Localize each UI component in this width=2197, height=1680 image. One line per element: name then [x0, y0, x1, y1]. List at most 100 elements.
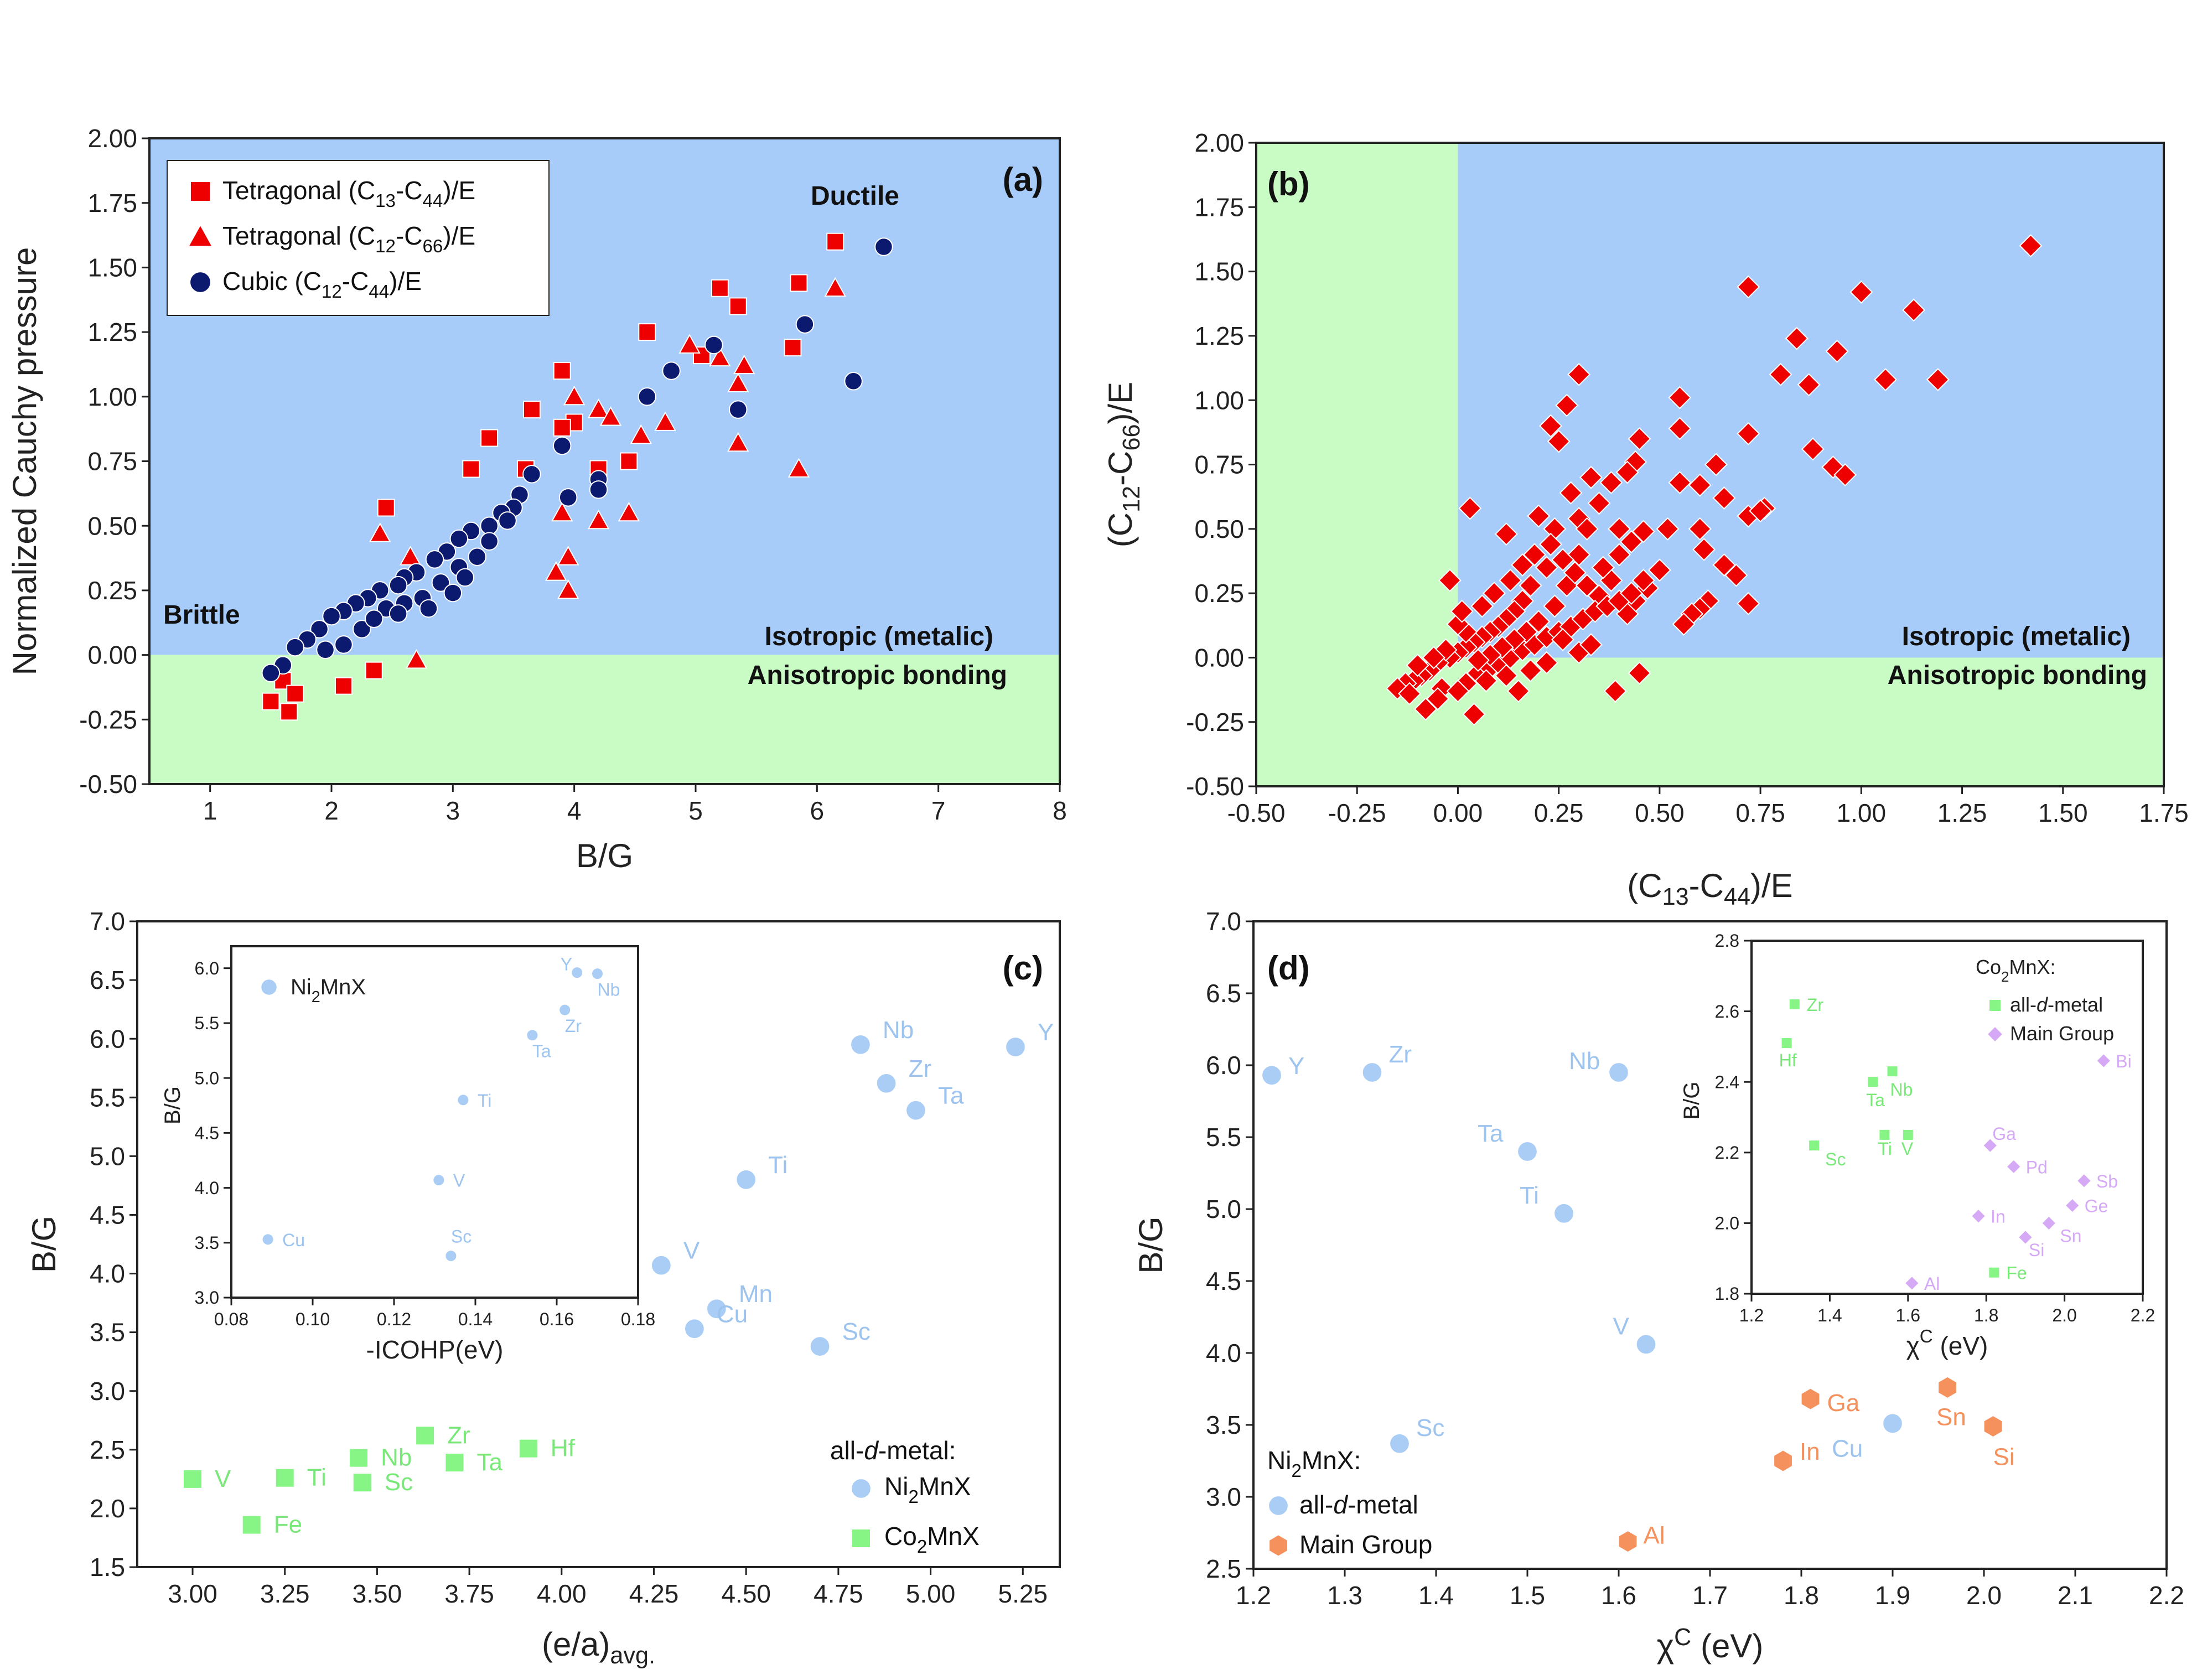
c-x-tick-label: 3.25 — [260, 1579, 310, 1608]
d-x-tick-label: 1.5 — [1510, 1581, 1545, 1610]
data-point-c — [183, 1469, 203, 1489]
panel-b: -0.50 -0.25 0.00 0.25 0.50 0.75 1.00 1.25 1.50 1.… — [1102, 128, 2189, 910]
a-y-axis-label: Normalized Cauchy pressure — [6, 247, 43, 676]
data-point-c — [349, 1448, 369, 1468]
point-label: Ti — [307, 1464, 327, 1491]
inset-point-label: Sn — [2060, 1226, 2081, 1246]
b-y-tick-label: 1.50 — [1194, 257, 1244, 286]
data-point-a-s1 — [399, 546, 422, 566]
data-point-a-s2 — [310, 620, 329, 639]
data-point-c-inset — [432, 1174, 445, 1187]
data-point-a-s2 — [522, 465, 541, 484]
data-point-a-s1 — [654, 411, 676, 431]
c-y-tick-label: 6.0 — [90, 1024, 125, 1053]
data-point-c — [518, 1438, 538, 1459]
data-point-b — [1563, 561, 1587, 584]
data-point-d — [1773, 1449, 1793, 1472]
anisotropic-region — [149, 655, 1060, 784]
d-inset-bg — [1752, 941, 2143, 1294]
data-point-c — [1005, 1036, 1026, 1057]
inset-point-label: Sb — [2096, 1171, 2118, 1191]
data-point-d-inset — [2064, 1197, 2081, 1214]
d-inset-legend-title: Co2MnX: — [1976, 956, 2055, 985]
data-point-b — [1608, 517, 1631, 541]
data-point-b — [1483, 582, 1506, 605]
a-y-tick-label: 1.00 — [87, 382, 137, 411]
point-label: V — [683, 1237, 700, 1264]
b-x-tick-label: 1.50 — [2038, 798, 2088, 827]
d-x-tick-label: 1.8 — [1784, 1581, 1819, 1610]
point-label: In — [1800, 1438, 1820, 1465]
inset-point-label: Nb — [598, 980, 620, 1000]
data-point-d — [1800, 1387, 1821, 1411]
data-point-d — [1389, 1433, 1410, 1454]
data-point-a-s0 — [480, 429, 499, 447]
data-point-b — [1462, 702, 1486, 726]
data-point-a-s1 — [545, 561, 567, 581]
c-inset-x-tick-label: 0.16 — [540, 1309, 574, 1329]
legend-entry: Main Group — [1299, 1530, 1432, 1559]
data-point-b — [1547, 429, 1571, 453]
data-point-a-s2 — [322, 606, 341, 626]
data-point-c — [651, 1254, 672, 1276]
point-label: Zr — [1389, 1041, 1412, 1068]
a-legend-box — [167, 160, 550, 316]
point-label: Sc — [842, 1318, 870, 1345]
d-inset-y-tick-label: 2.6 — [1715, 1002, 1739, 1022]
data-point-b — [1539, 532, 1563, 556]
data-point-d-inset — [1886, 1065, 1899, 1078]
data-point-a-s0 — [784, 339, 802, 357]
point-label: Ta — [476, 1449, 502, 1476]
data-point-b — [1539, 414, 1563, 438]
a-panel-label: (a) — [1003, 161, 1043, 198]
c-x-tick-label: 3.00 — [168, 1579, 217, 1608]
legend-marker-triangle — [187, 224, 214, 247]
c-y-tick-label: 7.0 — [90, 907, 125, 936]
data-point-c — [850, 1034, 871, 1055]
point-label: Cu — [717, 1300, 748, 1328]
data-point-d — [1517, 1141, 1538, 1162]
data-point-c — [875, 1072, 897, 1094]
data-point-c-inset — [571, 966, 584, 979]
data-point-d — [1553, 1202, 1574, 1224]
d-y-tick-label: 7.0 — [1206, 907, 1241, 936]
c-panel-label: (c) — [1003, 950, 1043, 987]
point-label: Ta — [938, 1082, 964, 1109]
inset-point-label: Cu — [282, 1230, 305, 1250]
d-x-tick-label: 1.2 — [1236, 1581, 1271, 1610]
data-point-b — [1902, 298, 1926, 322]
point-label: Nb — [1569, 1048, 1600, 1075]
c-inset-x-label: -ICOHP(eV) — [366, 1335, 504, 1364]
c-inset: 0.08 0.10 0.12 0.14 0.16 0.18 3.0 3.5 4.0 4.5 5.0 5… — [160, 945, 655, 1364]
b-y-tick-label: 2.00 — [1194, 128, 1244, 157]
data-point-a-s0 — [262, 692, 280, 711]
data-point-a-s0 — [553, 418, 571, 437]
a-x-tick-label: 5 — [688, 796, 703, 825]
data-point-c-inset — [444, 1249, 458, 1263]
b-x-axis-label: (C13-C44)/E — [1627, 867, 1792, 910]
d-y-tick-label: 5.5 — [1206, 1123, 1241, 1152]
data-point-a-s1 — [630, 424, 652, 444]
c-inset-x-tick-label: 0.12 — [377, 1309, 411, 1329]
point-label: Ta — [1478, 1120, 1504, 1147]
data-point-a-s0 — [638, 323, 656, 341]
d-inset-x-tick-label: 1.4 — [1817, 1305, 1842, 1325]
data-point-d-inset — [1901, 1128, 1914, 1141]
legend-marker-hexagon — [1268, 1534, 1288, 1557]
point-label: Al — [1644, 1522, 1665, 1549]
data-point-b — [1535, 651, 1558, 675]
inset-point-label: Ga — [1992, 1124, 2016, 1144]
data-point-c-inset — [591, 967, 604, 981]
data-point-a-s2 — [468, 547, 486, 566]
d-x-tick-label: 1.6 — [1601, 1581, 1636, 1610]
legend-entry: Cubic (C12-C44)/E — [222, 267, 422, 302]
a-y-tick-label: 2.00 — [87, 124, 137, 153]
c-inset-y-tick-label: 5.5 — [195, 1013, 219, 1033]
a-y-tick-label: 1.25 — [87, 318, 137, 346]
d-y-tick-label: 3.0 — [1206, 1482, 1241, 1511]
b-x-tick-label: 1.75 — [2139, 798, 2189, 827]
data-point-a-s2 — [449, 529, 469, 548]
c-inset-y-tick-label: 4.5 — [195, 1123, 219, 1143]
data-point-a-s0 — [522, 401, 541, 419]
